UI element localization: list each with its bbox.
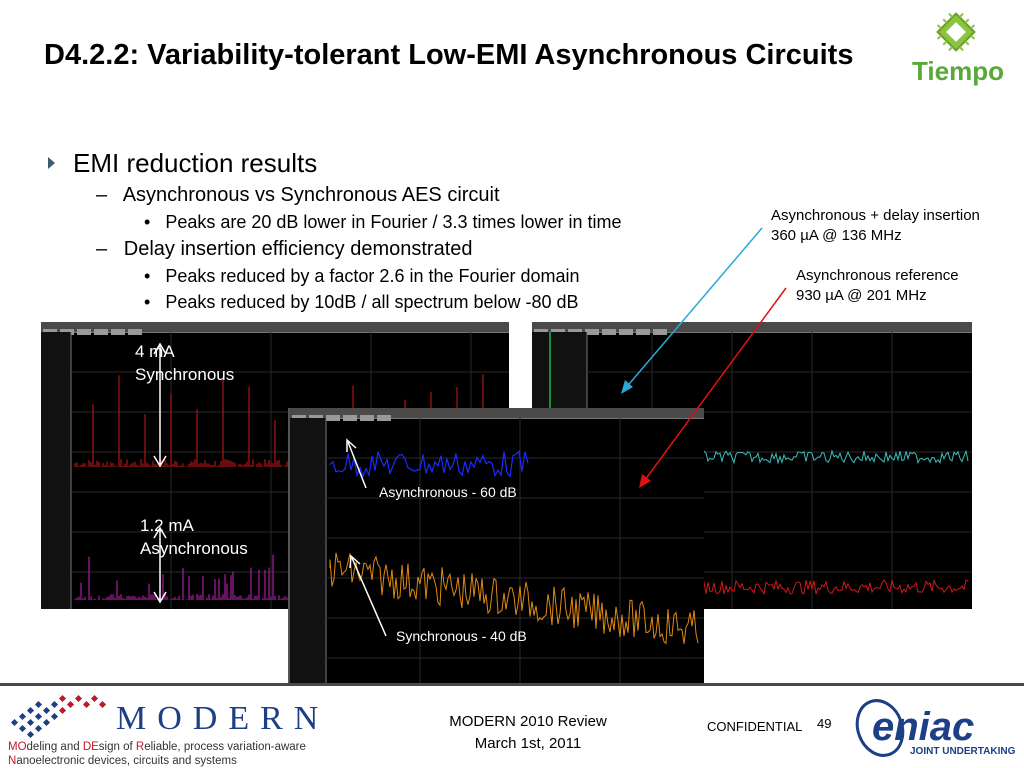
label-sync-current: 4 mA — [135, 342, 175, 361]
svg-text:JOINT UNDERTAKING: JOINT UNDERTAKING — [910, 746, 1016, 757]
bullet-l2a: – Asynchronous vs Synchronous AES circui… — [96, 184, 500, 206]
bullet-l2a-text: Asynchronous vs Synchronous AES circuit — [122, 184, 500, 206]
bullet-l1-text: EMI reduction results — [73, 148, 318, 178]
label-async-name: Asynchronous — [140, 539, 248, 558]
label-sync-db: Synchronous - 40 dB — [396, 628, 527, 644]
sync-spectrum — [329, 552, 699, 645]
annotation-async-ref: Asynchronous reference 930 µA @ 201 MHz — [796, 266, 959, 306]
footer-divider — [0, 683, 1024, 686]
modern-logo-icon — [8, 690, 108, 739]
footer-review: MODERN 2010 Review March 1st, 2011 — [420, 711, 636, 755]
slide-title: D4.2.2: Variability-tolerant Low-EMI Asy… — [44, 39, 854, 71]
label-async-current: 1.2 mA — [140, 516, 194, 535]
modern-subtitle: MOdeling and DEsign of Reliable, process… — [8, 741, 306, 767]
bullet-arrow-icon — [48, 157, 55, 170]
annotation-async-delay-line2: 360 µA @ 136 MHz — [771, 227, 902, 244]
svg-text:eniac: eniac — [872, 705, 974, 749]
footer-page-number: 49 — [817, 716, 832, 731]
bullet-l3b1-text: Peaks reduced by a factor 2.6 in the Fou… — [165, 266, 580, 286]
bullet-l3a-text: Peaks are 20 dB lower in Fourier / 3.3 t… — [165, 212, 622, 232]
bullet-l3a: • Peaks are 20 dB lower in Fourier / 3.3… — [144, 212, 622, 232]
footer-review-title: MODERN 2010 Review — [449, 713, 607, 730]
bullet-l3b1: • Peaks reduced by a factor 2.6 in the F… — [144, 266, 580, 286]
annotation-async-delay: Asynchronous + delay insertion 360 µA @ … — [771, 206, 980, 246]
bullet-l2b-text: Delay insertion efficiency demonstrated — [123, 238, 473, 260]
eniac-logo-icon: eniac JOINT UNDERTAKING — [850, 690, 1020, 762]
label-async-db: Asynchronous - 60 dB — [379, 484, 517, 500]
footer-confidential: CONFIDENTIAL — [707, 719, 803, 734]
tiempo-logo-icon: Tiempo — [896, 6, 1020, 86]
bullet-l3b2: • Peaks reduced by 10dB / all spectrum b… — [144, 292, 579, 312]
bullet-l2b: – Delay insertion efficiency demonstrate… — [96, 238, 473, 260]
bullet-l3b2-text: Peaks reduced by 10dB / all spectrum bel… — [165, 292, 579, 312]
annotation-async-ref-line1: Asynchronous reference — [796, 267, 959, 284]
footer-review-date: March 1st, 2011 — [474, 735, 582, 752]
scope-compare-plot — [290, 418, 704, 685]
async-spectrum — [329, 450, 529, 478]
svg-text:Tiempo: Tiempo — [912, 56, 1004, 86]
scope-spectrum-compare: Asynchronous - 60 dB Synchronous - 40 dB — [288, 408, 704, 685]
label-sync-name: Synchronous — [135, 365, 235, 384]
annotation-async-ref-line2: 930 µA @ 201 MHz — [796, 287, 927, 304]
modern-wordmark: MODERN — [116, 700, 330, 737]
bullet-l1: EMI reduction results — [48, 148, 317, 179]
annotation-async-delay-line1: Asynchronous + delay insertion — [771, 207, 980, 224]
